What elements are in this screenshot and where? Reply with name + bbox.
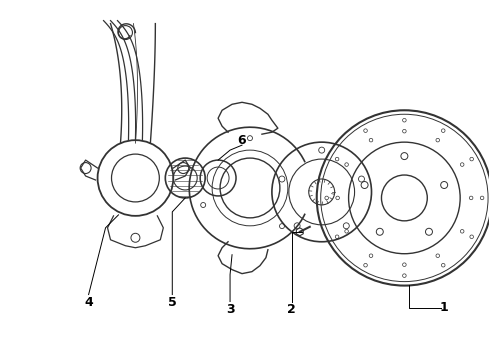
Text: 3: 3 (226, 303, 234, 316)
Text: 5: 5 (168, 296, 177, 309)
Text: 2: 2 (288, 303, 296, 316)
Text: 1: 1 (440, 301, 449, 314)
Text: 4: 4 (84, 296, 93, 309)
Text: 6: 6 (238, 134, 246, 147)
